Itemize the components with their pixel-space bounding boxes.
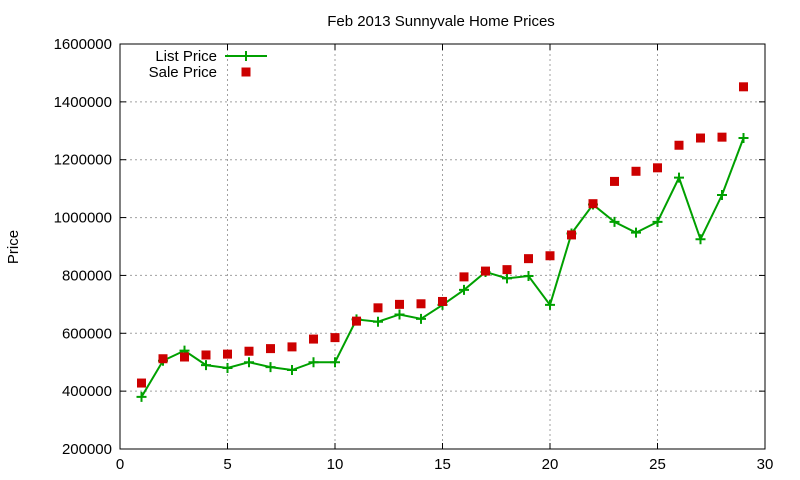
sale-price-point (481, 266, 490, 276)
x-tick-label: 25 (649, 456, 666, 473)
y-tick-label: 200000 (62, 441, 112, 458)
legend: List Price Sale Price (149, 48, 267, 81)
list-price-point (652, 216, 663, 227)
list-price-point (631, 227, 641, 238)
sale-price-point (502, 265, 512, 275)
sale-price-point (309, 334, 318, 344)
sale-price-point (223, 349, 232, 359)
sale-price-point (588, 199, 598, 209)
sale-price-point (631, 166, 641, 176)
y-tick-label: 1200000 (54, 152, 112, 169)
y-axis-label: Price (5, 230, 22, 264)
list-price-point (330, 357, 340, 368)
list-price-point (373, 316, 383, 327)
list-price-point (738, 133, 749, 144)
sale-price-point (674, 140, 684, 150)
list-price-point (717, 190, 727, 201)
sale-price-point (696, 133, 705, 143)
legend-label-sale-price: Sale Price (149, 64, 217, 81)
sale-price-point (373, 303, 383, 313)
sale-price-point (158, 354, 168, 364)
list-price-point (695, 234, 706, 245)
y-tick-label: 400000 (62, 383, 112, 400)
sale-price-point (180, 352, 189, 362)
sale-price-point (653, 163, 662, 173)
list-price-point (394, 309, 405, 320)
x-tick-label: 5 (223, 456, 231, 473)
list-price-point (308, 357, 319, 368)
sale-price-point (266, 344, 275, 354)
list-price-point (287, 365, 297, 376)
list-price-point (459, 284, 469, 295)
sale-price-point (717, 132, 727, 142)
sale-price-point (567, 230, 576, 240)
legend-label-list-price: List Price (155, 48, 217, 65)
x-tick-label: 30 (757, 456, 774, 473)
list-price-point (265, 362, 276, 373)
sale-price-point (416, 299, 426, 309)
legend-marker-sale-price (241, 67, 251, 77)
x-tick-label: 20 (542, 456, 559, 473)
list-price-point (523, 271, 534, 282)
sale-price-point (524, 254, 533, 264)
x-tick-label: 10 (327, 456, 344, 473)
legend-marker-list-price (241, 51, 251, 61)
sale-price-point (459, 272, 469, 282)
y-tick-label: 800000 (62, 267, 112, 284)
sale-price-point (330, 333, 340, 343)
plot-border (119, 43, 766, 450)
list-price-point (674, 172, 684, 183)
list-price-point (416, 313, 426, 324)
list-price-point (502, 273, 512, 284)
sale-price-point (352, 316, 361, 326)
sale-price-point (244, 346, 254, 356)
grid (120, 44, 765, 449)
y-tick-label: 1600000 (54, 36, 112, 53)
x-tick-label: 15 (434, 456, 451, 473)
y-tick-label: 1000000 (54, 210, 112, 227)
sale-price-point (739, 82, 748, 92)
y-tick-label: 600000 (62, 325, 112, 342)
y-tick-label: 1400000 (54, 94, 112, 111)
list-price-point (545, 299, 555, 310)
chart-title: Feb 2013 Sunnyvale Home Prices (327, 13, 555, 30)
sale-price-point (545, 251, 555, 261)
series (136, 82, 749, 402)
ticks: 0 5 10 15 20 25 30 200000 400000 600000 800000 1000… (54, 36, 774, 473)
x-tick-label: 0 (116, 456, 124, 473)
sale-price-point (395, 299, 404, 309)
sale-price-point (610, 176, 619, 186)
list-price-point (201, 360, 211, 371)
list-price-point (244, 357, 254, 368)
list-price-point (609, 216, 620, 227)
sale-price-point (201, 350, 211, 360)
sale-price-point (287, 342, 297, 352)
sale-price-point (438, 296, 447, 306)
list-price-point (136, 391, 147, 402)
list-price-point (222, 363, 233, 373)
sale-price-point (137, 378, 146, 388)
